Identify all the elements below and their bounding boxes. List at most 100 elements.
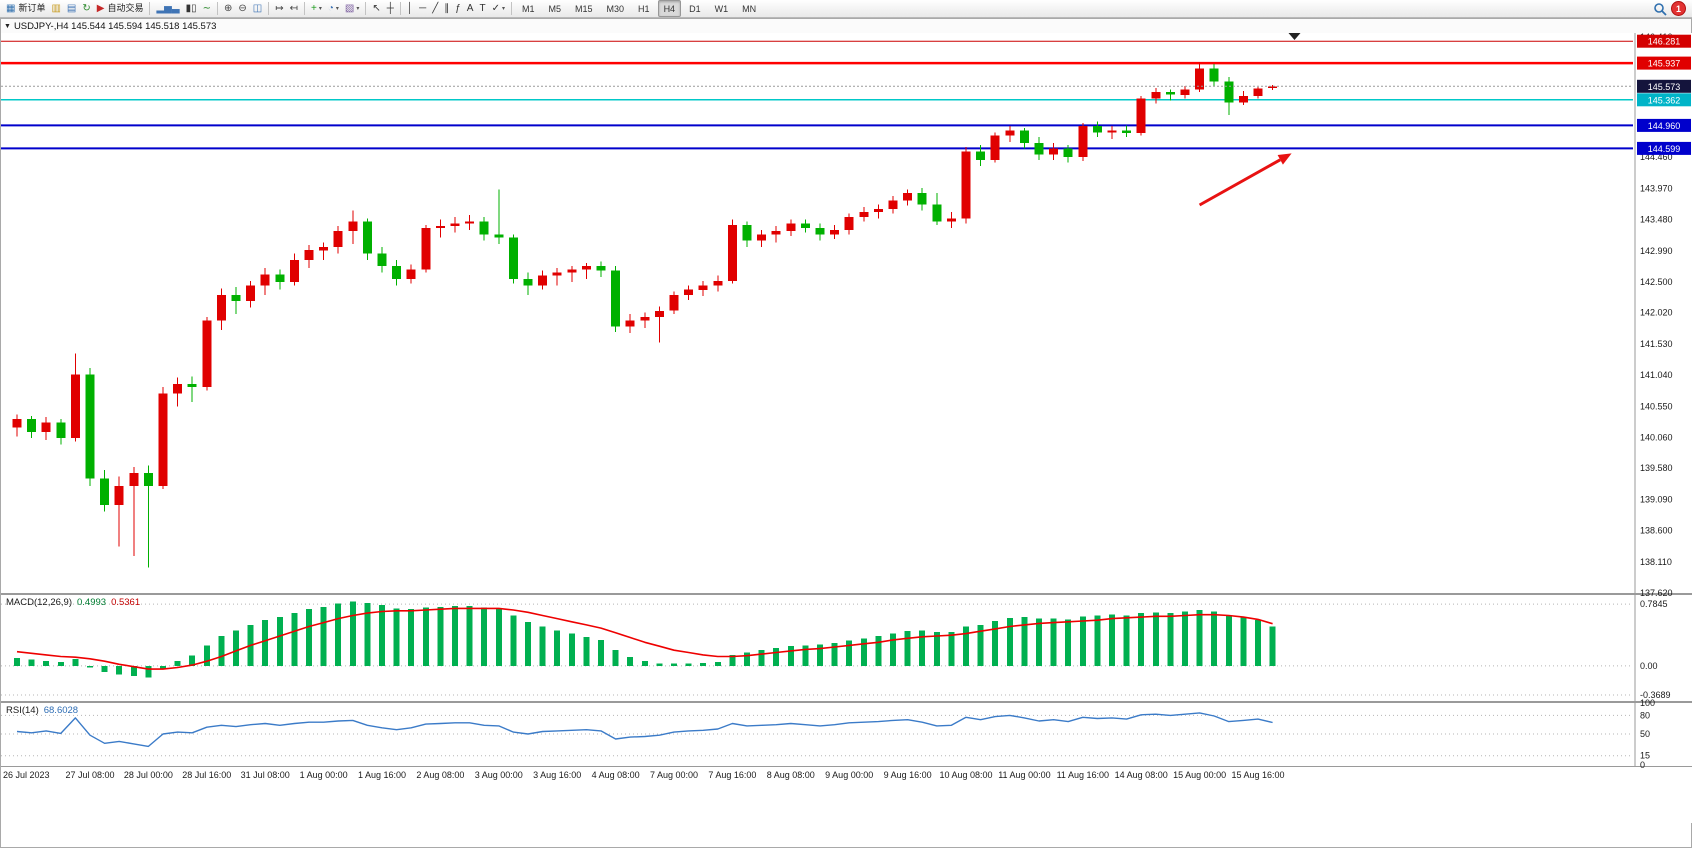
- fibonacci-button[interactable]: ƒ: [453, 1, 463, 17]
- svg-text:144.599: 144.599: [1648, 144, 1681, 154]
- svg-text:1 Aug 00:00: 1 Aug 00:00: [300, 770, 348, 780]
- timeframe-w1-button[interactable]: W1: [714, 3, 729, 14]
- market-watch-icon: ▥: [51, 2, 61, 14]
- indicators-button[interactable]: + ▾: [309, 1, 324, 17]
- vertical-line-button[interactable]: │: [405, 1, 415, 17]
- refresh-button[interactable]: ↻: [80, 1, 92, 17]
- bar-chart-button[interactable]: ▂▅▃: [154, 1, 181, 17]
- data-window-button[interactable]: ▤: [65, 1, 78, 17]
- price-badge: [1637, 79, 1691, 93]
- zoom-in-button[interactable]: ⊕: [222, 1, 234, 17]
- chart-titlebar: ▼ USDJPY-,H4 145.544 145.594 145.518 145…: [1, 19, 1691, 34]
- chart-shift-icon: ↤: [289, 2, 298, 14]
- timeframe-m5-button[interactable]: M5: [548, 3, 562, 14]
- periods-caret-icon[interactable]: ▾: [335, 5, 339, 12]
- periods-icon: ◔: [327, 2, 334, 14]
- line-chart-button[interactable]: ∼: [201, 1, 213, 17]
- new-order-button[interactable]: ▦ 新订单: [4, 1, 47, 17]
- auto-scroll-button[interactable]: ↦: [273, 1, 285, 17]
- candles: [12, 62, 1278, 568]
- toolbar-separator: [365, 2, 367, 15]
- svg-text:7 Aug 00:00: 7 Aug 00:00: [650, 770, 698, 780]
- svg-text:9 Aug 00:00: 9 Aug 00:00: [825, 770, 873, 780]
- price-badge: [1637, 141, 1691, 155]
- svg-text:146.281: 146.281: [1648, 37, 1681, 47]
- new-order-icon: ▦: [6, 2, 16, 14]
- text-icon: A: [466, 2, 474, 14]
- shift-marker-icon: [1288, 33, 1301, 40]
- zoom-in-icon: ⊕: [223, 2, 233, 14]
- chart-canvas[interactable]: 146.410144.460143.970143.480142.990142.5…: [1, 33, 1692, 823]
- svg-text:142.500: 142.500: [1640, 277, 1673, 287]
- macd-signal-line: [16, 607, 1273, 670]
- svg-text:138.110: 138.110: [1640, 557, 1672, 567]
- timeframe-m1-button[interactable]: M1: [521, 3, 535, 14]
- candlestick-chart-icon: ▮▯: [185, 2, 197, 14]
- svg-text:144.960: 144.960: [1648, 121, 1681, 131]
- svg-text:140.550: 140.550: [1640, 401, 1673, 411]
- svg-text:141.040: 141.040: [1640, 370, 1673, 380]
- svg-text:26 Jul 2023: 26 Jul 2023: [3, 770, 50, 780]
- auto-trading-button[interactable]: ▶ 自动交易: [95, 1, 146, 17]
- svg-text:1 Aug 16:00: 1 Aug 16:00: [358, 770, 406, 780]
- collapse-indicator-icon[interactable]: ▼: [4, 22, 11, 30]
- macd-indicator-label: MACD(12,26,9) 0.4993 0.5361: [6, 597, 145, 608]
- arrows-tool-caret-icon[interactable]: ▾: [501, 5, 505, 12]
- periods-button[interactable]: ◔ ▾: [326, 1, 341, 17]
- candlestick-chart-button[interactable]: ▮▯: [184, 1, 199, 17]
- data-window-icon: ▤: [66, 2, 77, 14]
- bar-chart-icon: ▂▅▃: [156, 2, 180, 14]
- horizontal-line-button[interactable]: ─: [417, 1, 428, 17]
- search-icon[interactable]: [1653, 2, 1667, 16]
- timeframe-h1-button[interactable]: H1: [638, 3, 650, 14]
- macd-histogram: [14, 601, 1276, 678]
- toolbar-separator: [510, 2, 512, 15]
- svg-text:144.460: 144.460: [1640, 152, 1673, 162]
- svg-text:139.580: 139.580: [1640, 463, 1673, 473]
- market-watch-button[interactable]: ▥: [49, 1, 62, 17]
- rsi-value: 68.6028: [43, 705, 79, 716]
- price-axis[interactable]: 146.410144.460143.970143.480142.990142.5…: [1637, 33, 1691, 770]
- toolbar-separator: [216, 2, 218, 15]
- svg-text:139.090: 139.090: [1640, 494, 1673, 504]
- templates-button[interactable]: ▧ ▾: [343, 1, 361, 17]
- svg-text:11 Aug 00:00: 11 Aug 00:00: [998, 770, 1050, 780]
- channel-button[interactable]: ∥: [442, 1, 451, 17]
- indicators-caret-icon[interactable]: ▾: [318, 5, 322, 12]
- annotation-arrow[interactable]: [1198, 153, 1292, 207]
- zoom-out-icon: ⊖: [238, 2, 247, 14]
- refresh-icon: ↻: [82, 2, 91, 14]
- arrows-tool-button[interactable]: ✓ ▾: [490, 1, 507, 17]
- price-badge: [1637, 118, 1691, 132]
- rsi-name: RSI(14): [6, 705, 39, 716]
- crosshair-icon: ┼: [386, 2, 394, 14]
- channel-icon: ∥: [444, 2, 450, 14]
- toolbar-separator: [303, 2, 305, 15]
- text-button[interactable]: A: [465, 1, 476, 17]
- svg-text:100: 100: [1640, 698, 1655, 708]
- timeframe-m30-button[interactable]: M30: [606, 3, 625, 14]
- svg-text:27 Jul 08:00: 27 Jul 08:00: [65, 770, 114, 780]
- svg-text:11 Aug 16:00: 11 Aug 16:00: [1057, 770, 1109, 780]
- timeframe-mn-button[interactable]: MN: [742, 3, 757, 14]
- text-label-button[interactable]: T: [477, 1, 487, 17]
- timeframe-d1-button[interactable]: D1: [689, 3, 701, 14]
- cursor-button[interactable]: ↖: [370, 1, 382, 17]
- svg-text:141.530: 141.530: [1640, 339, 1673, 349]
- svg-text:142.020: 142.020: [1640, 308, 1673, 318]
- svg-text:3 Aug 16:00: 3 Aug 16:00: [533, 770, 581, 780]
- timeframe-m15-button[interactable]: M15: [575, 3, 593, 14]
- zoom-out-button[interactable]: ⊖: [236, 1, 248, 17]
- toolbar-right: 1: [1653, 1, 1686, 16]
- notification-badge[interactable]: 1: [1671, 1, 1686, 16]
- svg-text:7 Aug 16:00: 7 Aug 16:00: [708, 770, 756, 780]
- crosshair-button[interactable]: ┼: [385, 1, 396, 17]
- templates-caret-icon[interactable]: ▾: [356, 5, 360, 12]
- trendline-button[interactable]: ╱: [430, 1, 440, 17]
- tile-windows-button[interactable]: ◫: [251, 1, 264, 17]
- timeframe-h4-button[interactable]: H4: [657, 0, 682, 17]
- auto-trading-label: 自动交易: [107, 3, 144, 13]
- time-axis[interactable]: 26 Jul 2023 27 Jul 08:00 28 Jul 00:00 28 Ju…: [3, 770, 1285, 780]
- chart-shift-button[interactable]: ↤: [288, 1, 300, 17]
- fibonacci-icon: ƒ: [455, 2, 461, 14]
